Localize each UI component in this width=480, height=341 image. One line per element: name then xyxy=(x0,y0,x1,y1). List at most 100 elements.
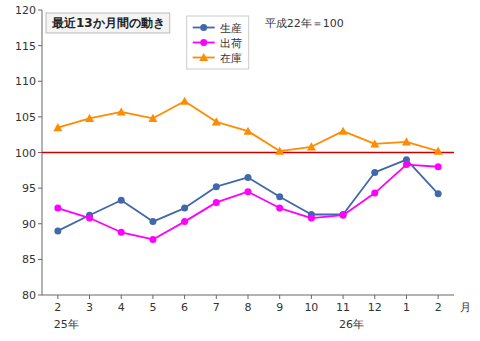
legend-frame xyxy=(187,16,249,69)
point xyxy=(213,183,220,190)
y-tick-label: 85 xyxy=(22,253,36,266)
x-tick xyxy=(248,295,249,299)
x-tick xyxy=(406,295,407,299)
y-tick xyxy=(38,152,42,153)
point xyxy=(86,215,93,222)
x-tick-label: 10 xyxy=(304,301,318,314)
reference-line xyxy=(42,152,454,154)
point xyxy=(118,229,125,236)
point xyxy=(213,199,220,206)
point xyxy=(371,190,378,197)
legend-label: 生産 xyxy=(220,22,242,35)
x-axis-label: 月 xyxy=(460,301,471,314)
axes: 808590951001051101151202345678910111212 xyxy=(15,4,454,314)
series-line xyxy=(58,101,438,151)
x-tick xyxy=(279,295,280,299)
x-tick xyxy=(184,295,185,299)
point xyxy=(435,190,442,197)
series xyxy=(54,161,441,243)
legend-marker xyxy=(199,53,208,61)
y-tick-label: 110 xyxy=(15,75,36,88)
point xyxy=(245,188,252,195)
y-tick xyxy=(38,81,42,82)
point xyxy=(340,211,347,218)
point xyxy=(308,215,315,222)
y-tick-label: 95 xyxy=(22,182,36,195)
point xyxy=(54,227,61,234)
point xyxy=(181,218,188,225)
point xyxy=(85,114,94,122)
point xyxy=(275,147,284,155)
x-tick-label: 1 xyxy=(403,301,410,314)
x-tick-label: 2 xyxy=(435,301,442,314)
point xyxy=(245,174,252,181)
y-tick-label: 115 xyxy=(15,40,36,53)
x-tick xyxy=(216,295,217,299)
point xyxy=(212,117,221,125)
point xyxy=(371,169,378,176)
point xyxy=(180,97,189,105)
x-tick-label: 9 xyxy=(276,301,283,314)
x-tick-label: 5 xyxy=(149,301,156,314)
series-line xyxy=(58,165,438,240)
y-tick xyxy=(38,45,42,46)
point xyxy=(402,137,411,145)
x-tick-label: 7 xyxy=(213,301,220,314)
point xyxy=(118,197,125,204)
y-tick xyxy=(38,188,42,189)
point xyxy=(435,163,442,170)
x-tick xyxy=(438,295,439,299)
point xyxy=(53,123,62,131)
point xyxy=(307,142,316,150)
x-tick-label: 2 xyxy=(54,301,61,314)
y-tick-label: 120 xyxy=(15,4,36,17)
point xyxy=(276,193,283,200)
series-line xyxy=(58,160,438,231)
x-tick xyxy=(57,295,58,299)
point xyxy=(54,205,61,212)
point xyxy=(370,139,379,147)
point xyxy=(403,161,410,168)
x-tick-label: 12 xyxy=(368,301,382,314)
y-tick-label: 80 xyxy=(22,289,36,302)
y-tick xyxy=(38,223,42,224)
y-tick-label: 90 xyxy=(22,218,36,231)
point xyxy=(434,147,443,155)
x-tick xyxy=(89,295,90,299)
subtitle: 平成22年＝100 xyxy=(265,17,344,30)
legend-marker xyxy=(200,24,207,31)
point xyxy=(340,212,347,219)
annotation: 25年 xyxy=(54,318,79,331)
marks xyxy=(42,97,454,243)
series xyxy=(54,156,441,234)
x-tick-label: 6 xyxy=(181,301,188,314)
title: 最近13か月間の動き xyxy=(51,16,165,30)
legend-label: 出荷 xyxy=(220,37,242,50)
y-tick xyxy=(38,259,42,260)
series xyxy=(53,97,442,155)
y-tick xyxy=(38,116,42,117)
point xyxy=(276,205,283,212)
x-tick xyxy=(343,295,344,299)
y-tick-label: 105 xyxy=(15,111,36,124)
x-tick-label: 8 xyxy=(245,301,252,314)
legend-label: 在庫 xyxy=(220,52,242,65)
y-tick-label: 100 xyxy=(15,147,36,160)
x-tick xyxy=(152,295,153,299)
point xyxy=(149,236,156,243)
point xyxy=(339,127,348,135)
point xyxy=(117,107,126,115)
x-tick-label: 3 xyxy=(86,301,93,314)
point xyxy=(181,205,188,212)
x-tick xyxy=(121,295,122,299)
point xyxy=(149,218,156,225)
x-tick xyxy=(311,295,312,299)
x-tick-label: 11 xyxy=(336,301,350,314)
legend: 生産出荷在庫 xyxy=(187,16,249,69)
point xyxy=(148,114,157,122)
x-tick-label: 4 xyxy=(118,301,125,314)
y-tick xyxy=(38,10,42,11)
chart: 808590951001051101151202345678910111212月… xyxy=(0,0,480,341)
annotation: 26年 xyxy=(339,318,364,331)
x-tick xyxy=(374,295,375,299)
